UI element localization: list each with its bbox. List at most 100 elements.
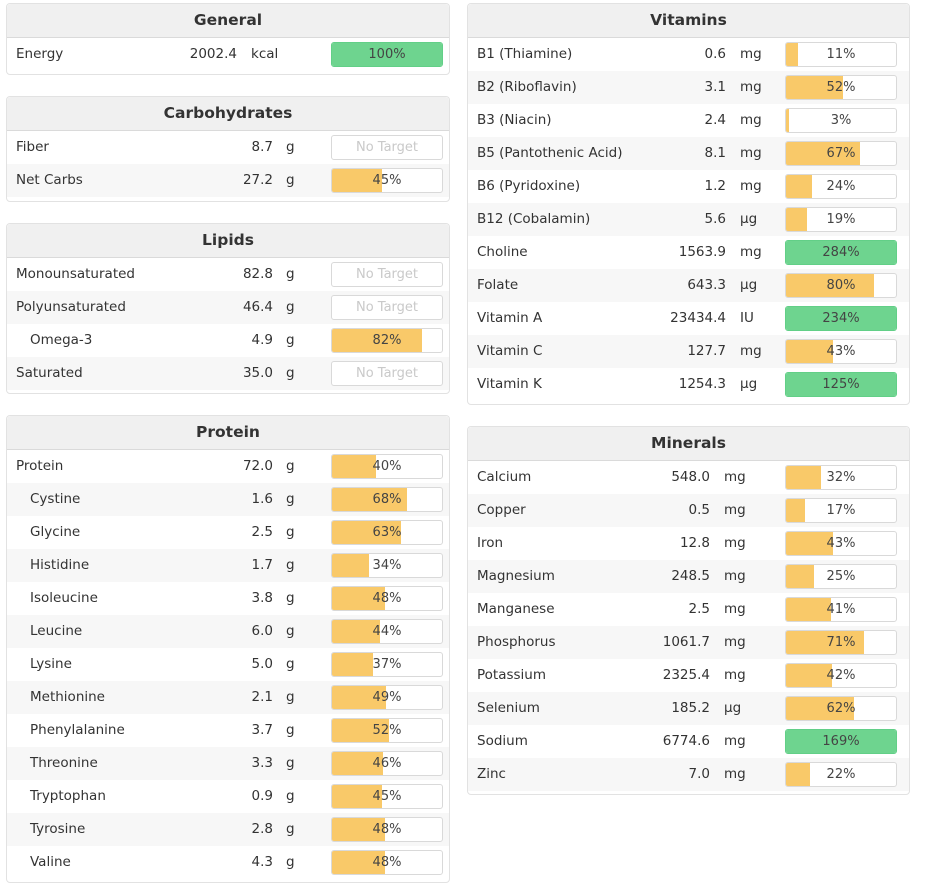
nutrient-amount: 7.0 xyxy=(688,766,710,782)
target-progress-bar: 52% xyxy=(331,718,443,743)
nutrient-amount: 1563.9 xyxy=(678,244,726,260)
nutrient-row-tryptophan[interactable]: Tryptophan 0.9 g 45% xyxy=(7,780,449,813)
nutrient-unit: µg xyxy=(740,211,758,227)
target-percent-label: 67% xyxy=(826,146,856,161)
nutrient-row-lysine[interactable]: Lysine 5.0 g 37% xyxy=(7,648,449,681)
nutrient-row-zinc[interactable]: Zinc 7.0 mg 22% xyxy=(468,758,909,791)
nutrient-name: B2 (Riboflavin) xyxy=(477,79,577,95)
nutrient-amount: 3.3 xyxy=(251,755,273,771)
nutrient-row-folate[interactable]: Folate 643.3 µg 80% xyxy=(468,269,909,302)
nutrient-amount: 8.1 xyxy=(704,145,726,161)
nutrient-row-potassium[interactable]: Potassium 2325.4 mg 42% xyxy=(468,659,909,692)
nutrient-unit: g xyxy=(286,623,295,639)
nutrient-row-b3-niacin[interactable]: B3 (Niacin) 2.4 mg 3% xyxy=(468,104,909,137)
target-percent-label: 22% xyxy=(826,767,856,782)
nutrient-amount: 5.0 xyxy=(251,656,273,672)
target-percent-label: 68% xyxy=(372,492,402,507)
nutrient-unit: mg xyxy=(724,469,746,485)
nutrient-row-b12-cobalamin[interactable]: B12 (Cobalamin) 5.6 µg 19% xyxy=(468,203,909,236)
nutrient-row-histidine[interactable]: Histidine 1.7 g 34% xyxy=(7,549,449,582)
nutrient-row-calcium[interactable]: Calcium 548.0 mg 32% xyxy=(468,461,909,494)
nutrient-row-b5-pantothenic-acid[interactable]: B5 (Pantothenic Acid) 8.1 mg 67% xyxy=(468,137,909,170)
target-progress-fill xyxy=(332,752,383,775)
nutrient-amount: 2.5 xyxy=(688,601,710,617)
nutrient-row-manganese[interactable]: Manganese 2.5 mg 41% xyxy=(468,593,909,626)
nutrient-row-polyunsaturated[interactable]: Polyunsaturated 46.4 g No Target xyxy=(7,291,449,324)
nutrient-row-choline[interactable]: Choline 1563.9 mg 284% xyxy=(468,236,909,269)
nutrient-row-fiber[interactable]: Fiber 8.7 g No Target xyxy=(7,131,449,164)
nutrient-unit: g xyxy=(286,788,295,804)
nutrient-row-iron[interactable]: Iron 12.8 mg 43% xyxy=(468,527,909,560)
target-progress-fill xyxy=(332,851,385,874)
nutrient-name: B3 (Niacin) xyxy=(477,112,552,128)
nutrient-row-monounsaturated[interactable]: Monounsaturated 82.8 g No Target xyxy=(7,258,449,291)
target-percent-label: 52% xyxy=(372,723,402,738)
target-progress-bar: No Target xyxy=(331,361,443,386)
nutrient-row-vitamin-c[interactable]: Vitamin C 127.7 mg 43% xyxy=(468,335,909,368)
target-progress-bar: 32% xyxy=(785,465,897,490)
nutrient-row-sodium[interactable]: Sodium 6774.6 mg 169% xyxy=(468,725,909,758)
nutrient-row-net-carbs[interactable]: Net Carbs 27.2 g 45% xyxy=(7,164,449,197)
nutrient-row-tyrosine[interactable]: Tyrosine 2.8 g 48% xyxy=(7,813,449,846)
target-progress-fill xyxy=(332,686,386,709)
target-progress-bar: 43% xyxy=(785,339,897,364)
nutrient-unit: mg xyxy=(740,244,762,260)
nutrient-row-vitamin-a[interactable]: Vitamin A 23434.4 IU 234% xyxy=(468,302,909,335)
nutrient-name: Energy xyxy=(16,46,64,62)
target-progress-bar: 45% xyxy=(331,168,443,193)
nutrient-row-energy[interactable]: Energy 2002.4 kcal 100% xyxy=(7,38,449,71)
target-percent-label: 169% xyxy=(822,734,860,749)
nutrient-row-glycine[interactable]: Glycine 2.5 g 63% xyxy=(7,516,449,549)
target-progress-bar: 62% xyxy=(785,696,897,721)
nutrient-name: Fiber xyxy=(16,139,49,155)
nutrient-row-leucine[interactable]: Leucine 6.0 g 44% xyxy=(7,615,449,648)
target-progress-fill xyxy=(786,340,834,363)
nutrient-unit: g xyxy=(286,139,295,155)
target-percent-label: 71% xyxy=(826,635,856,650)
nutrient-row-omega-3[interactable]: Omega-3 4.9 g 82% xyxy=(7,324,449,357)
target-progress-fill xyxy=(332,329,423,352)
nutrient-row-copper[interactable]: Copper 0.5 mg 17% xyxy=(468,494,909,527)
nutrient-row-b2-riboflavin[interactable]: B2 (Riboflavin) 3.1 mg 52% xyxy=(468,71,909,104)
target-progress-bar: 71% xyxy=(785,630,897,655)
nutrient-amount: 0.5 xyxy=(688,502,710,518)
nutrient-row-saturated[interactable]: Saturated 35.0 g No Target xyxy=(7,357,449,390)
nutrient-amount: 2.4 xyxy=(704,112,726,128)
nutrient-amount: 23434.4 xyxy=(670,310,726,326)
target-percent-label: 80% xyxy=(826,278,856,293)
nutrient-name: Phenylalanine xyxy=(30,722,125,738)
target-percent-label: 41% xyxy=(826,602,856,617)
general-rows: Energy 2002.4 kcal 100% xyxy=(7,38,449,71)
target-percent-label: 19% xyxy=(826,212,856,227)
nutrient-amount: 3.8 xyxy=(251,590,273,606)
nutrient-unit: g xyxy=(286,299,295,315)
nutrient-row-phenylalanine[interactable]: Phenylalanine 3.7 g 52% xyxy=(7,714,449,747)
nutrient-row-b6-pyridoxine[interactable]: B6 (Pyridoxine) 1.2 mg 24% xyxy=(468,170,909,203)
nutrient-name: Tryptophan xyxy=(30,788,106,804)
nutrient-unit: g xyxy=(286,590,295,606)
lipids-rows: Monounsaturated 82.8 g No Target Polyunsatur… xyxy=(7,258,449,390)
target-progress-bar: 63% xyxy=(331,520,443,545)
target-progress-bar: 40% xyxy=(331,454,443,479)
nutrient-amount: 0.6 xyxy=(704,46,726,62)
nutrient-row-valine[interactable]: Valine 4.3 g 48% xyxy=(7,846,449,879)
nutrient-row-isoleucine[interactable]: Isoleucine 3.8 g 48% xyxy=(7,582,449,615)
nutrient-row-threonine[interactable]: Threonine 3.3 g 46% xyxy=(7,747,449,780)
nutrient-row-vitamin-k[interactable]: Vitamin K 1254.3 µg 125% xyxy=(468,368,909,401)
nutrient-unit: g xyxy=(286,172,295,188)
nutrient-amount: 8.7 xyxy=(251,139,273,155)
target-progress-bar: 3% xyxy=(785,108,897,133)
nutrient-row-cystine[interactable]: Cystine 1.6 g 68% xyxy=(7,483,449,516)
nutrient-row-b1-thiamine[interactable]: B1 (Thiamine) 0.6 mg 11% xyxy=(468,38,909,71)
nutrient-unit: g xyxy=(286,821,295,837)
nutrient-row-selenium[interactable]: Selenium 185.2 µg 62% xyxy=(468,692,909,725)
nutrient-row-magnesium[interactable]: Magnesium 248.5 mg 25% xyxy=(468,560,909,593)
nutrient-name: Threonine xyxy=(30,755,98,771)
nutrient-row-methionine[interactable]: Methionine 2.1 g 49% xyxy=(7,681,449,714)
target-progress-bar: 17% xyxy=(785,498,897,523)
nutrient-row-protein[interactable]: Protein 72.0 g 40% xyxy=(7,450,449,483)
target-progress-fill xyxy=(786,76,844,99)
nutrient-name: Magnesium xyxy=(477,568,555,584)
nutrient-row-phosphorus[interactable]: Phosphorus 1061.7 mg 71% xyxy=(468,626,909,659)
nutrient-name: Phosphorus xyxy=(477,634,556,650)
